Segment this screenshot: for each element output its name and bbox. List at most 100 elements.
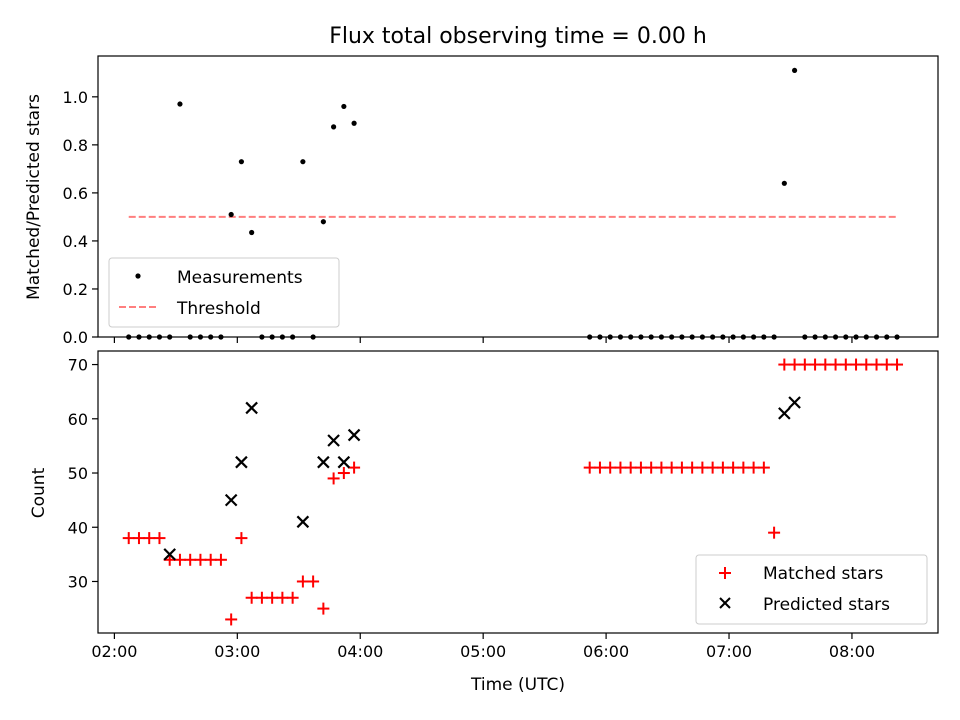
matched-star-point <box>317 602 330 615</box>
measurement-point <box>648 334 654 340</box>
measurement-point <box>238 159 245 165</box>
measurement-point <box>300 159 306 165</box>
measurement-point <box>341 103 347 110</box>
predicted-star-point <box>778 407 791 420</box>
measurement-point <box>228 211 234 218</box>
measurement-point <box>290 334 296 340</box>
measurement-point <box>710 334 716 340</box>
measurement-point <box>126 334 132 340</box>
measurement-point <box>331 124 337 130</box>
ratio-y-tick-label: 0.0 <box>63 328 88 347</box>
matched-star-point <box>184 553 197 566</box>
measurement-point <box>740 334 746 340</box>
matched-star-point <box>634 461 647 474</box>
measurement-point <box>279 334 285 340</box>
matched-star-point <box>696 461 709 474</box>
legend-measurements-label: Measurements <box>177 268 303 288</box>
matched-star-point <box>788 358 801 371</box>
matched-star-point <box>276 591 289 604</box>
count-x-tick-label: 04:00 <box>337 642 383 661</box>
measurement-point <box>699 334 705 340</box>
matched-star-point <box>255 591 268 604</box>
legend-predicted-marker <box>719 597 731 609</box>
count-x-tick-label: 02:00 <box>91 642 137 661</box>
matched-star-point <box>757 461 770 474</box>
ratio-y-tick-label: 0.8 <box>63 136 88 155</box>
measurement-point <box>259 334 265 340</box>
ratio-panel: Matched/Predicted stars 0.0 0.2 0.4 0.6 0.8 1… <box>24 55 939 347</box>
count-y-tick-label: 70 <box>68 356 88 375</box>
matched-star-point <box>173 553 186 566</box>
count-legend: Matched stars Predicted stars <box>695 554 928 625</box>
matched-star-point <box>132 532 145 545</box>
matched-star-point <box>235 532 248 545</box>
ratio-plot-frame <box>97 55 939 338</box>
measurement-point <box>730 334 736 340</box>
matched-star-point <box>747 461 760 474</box>
measurement-point <box>351 120 357 126</box>
matched-star-point <box>819 358 832 371</box>
count-x-ticks: 02:00 03:00 04:00 05:00 06:00 07:00 08:00 <box>91 633 875 661</box>
matched-star-point <box>645 461 658 474</box>
measurement-point <box>269 334 275 340</box>
chart-title: Flux total observing time = 0.00 h <box>329 24 707 49</box>
predicted-star-point <box>327 434 340 447</box>
matched-star-point <box>204 553 217 566</box>
measurement-point <box>146 334 152 340</box>
measurement-point <box>658 334 665 340</box>
measurement-point <box>197 334 204 340</box>
ratio-ylabel: Matched/Predicted stars <box>24 94 44 300</box>
legend-threshold-label: Threshold <box>176 299 261 319</box>
matched-star-point <box>706 461 719 474</box>
matched-star-point <box>778 358 791 371</box>
measurement-point <box>853 334 859 340</box>
matched-star-point <box>850 358 863 371</box>
measurement-point <box>156 334 163 340</box>
measurement-point <box>218 334 224 340</box>
ratio-marks <box>126 67 900 340</box>
measurement-point <box>136 334 142 340</box>
measurement-point <box>597 334 603 340</box>
matched-star-point <box>737 461 750 474</box>
ratio-y-tick-label: 0.4 <box>63 232 88 251</box>
predicted-star-point <box>235 455 248 469</box>
measurement-point <box>679 334 685 340</box>
measurement-point <box>843 334 849 340</box>
legend-predicted-label: Predicted stars <box>763 595 890 615</box>
predicted-star-point <box>245 401 258 415</box>
measurement-point <box>812 334 818 340</box>
legend-matched-label: Matched stars <box>763 564 883 584</box>
measurement-point <box>310 334 316 340</box>
measurement-point <box>628 334 634 340</box>
matched-star-point <box>624 461 637 474</box>
predicted-star-point <box>788 396 801 409</box>
matched-star-point <box>296 575 309 588</box>
measurement-point <box>720 334 726 340</box>
measurement-point <box>781 180 787 186</box>
measurement-point <box>167 334 173 340</box>
matched-star-point <box>860 358 873 371</box>
matched-star-point <box>604 461 617 474</box>
matched-star-point <box>348 461 361 474</box>
matched-star-point <box>225 613 238 626</box>
matched-star-point <box>809 358 822 371</box>
count-ylabel: Count <box>29 467 49 518</box>
legend-matched-marker <box>719 567 731 579</box>
predicted-star-point <box>337 455 351 469</box>
measurement-point <box>587 334 593 340</box>
measurement-point <box>791 67 798 74</box>
matched-star-point <box>337 467 350 480</box>
ratio-y-tick-label: 0.2 <box>63 280 88 299</box>
matched-star-point <box>839 358 852 371</box>
predicted-star-point <box>224 493 238 507</box>
measurement-point <box>689 334 695 340</box>
count-panel: Count Time (UTC) 30 40 50 60 70 02:00 03:00 04… <box>29 350 939 695</box>
ratio-y-ticks: 0.0 0.2 0.4 0.6 0.8 1.0 <box>63 88 98 347</box>
predicted-star-point <box>347 428 361 442</box>
matched-star-point <box>829 358 842 371</box>
matched-star-point <box>593 461 606 474</box>
count-y-ticks: 30 40 50 60 70 <box>68 356 98 591</box>
ratio-y-tick-label: 1.0 <box>63 88 88 107</box>
matched-star-point <box>768 526 781 539</box>
